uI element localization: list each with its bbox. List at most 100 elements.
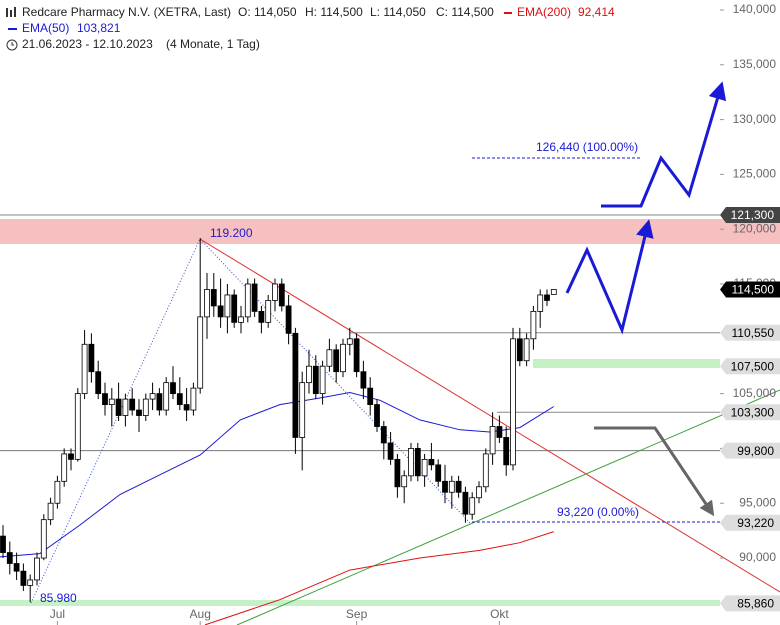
legend-entry: EMA(200)	[517, 5, 571, 19]
candle-body	[516, 338, 523, 362]
candle-body	[442, 480, 448, 493]
y-tick-label: 130,000	[733, 112, 777, 126]
candle-body	[394, 458, 401, 488]
ohlc: L: 114,050	[370, 5, 426, 19]
candle-body	[183, 404, 190, 411]
x-tick-label: Okt	[490, 607, 509, 621]
candle-body	[217, 305, 224, 318]
price-label: 107,500	[731, 359, 775, 373]
candle-body	[482, 453, 489, 488]
candle-body	[292, 332, 299, 438]
candle-body	[244, 283, 251, 318]
candle-body	[414, 448, 421, 477]
candle-body	[435, 464, 442, 482]
candle-body	[115, 398, 122, 416]
candle-body	[108, 398, 115, 405]
candle-body	[238, 316, 244, 323]
price-box	[720, 404, 780, 421]
legend-entry: EMA(50)	[22, 21, 69, 35]
candle-body	[6, 552, 13, 564]
x-tick-label: Jul	[50, 607, 65, 621]
price-box	[720, 358, 780, 375]
y-tick-label: 120,000	[733, 221, 777, 235]
candle-body	[34, 557, 40, 581]
price-label: 99,800	[737, 444, 774, 458]
annotation: 93,220 (0.00%)	[557, 505, 639, 519]
candle-body	[510, 338, 516, 466]
candle-body	[537, 294, 544, 312]
candle-body	[496, 426, 503, 438]
candle-body	[204, 289, 210, 318]
candle-body	[408, 448, 414, 477]
candle-body	[176, 393, 183, 405]
candle-body	[102, 393, 108, 405]
candle-body	[285, 305, 292, 334]
candle-body	[340, 343, 346, 373]
candle-body	[387, 442, 394, 460]
price-box	[720, 442, 780, 459]
candle-body	[163, 382, 170, 411]
y-tick-label: 135,000	[733, 57, 777, 71]
candle-body	[428, 458, 435, 466]
candle-body	[367, 387, 374, 405]
candle-body	[374, 404, 380, 427]
candle-body	[469, 497, 476, 515]
support-zone	[0, 600, 720, 606]
candle-body	[462, 491, 469, 515]
price-label: 114,500	[732, 283, 775, 297]
candle-body	[20, 570, 27, 586]
candle-body	[312, 365, 319, 395]
annotation: 126,440 (100.00%)	[536, 140, 638, 154]
candle-body	[360, 371, 367, 389]
candle-body	[13, 563, 20, 572]
candle-body	[353, 338, 360, 373]
candle-body	[122, 398, 129, 416]
annotation: 85.980	[40, 591, 77, 605]
title: Redcare Pharmacy N.V. (XETRA, Last)	[22, 5, 231, 19]
candle-body	[224, 294, 231, 318]
header: Redcare Pharmacy N.V. (XETRA, Last) O: 1…	[6, 5, 615, 51]
resistance-zone	[0, 219, 780, 244]
candle-body	[265, 300, 272, 323]
y-tick-label: 90,000	[739, 550, 776, 564]
candle-body	[88, 343, 95, 373]
candle-body	[272, 283, 278, 301]
candle-body	[95, 371, 102, 395]
projection-arrow	[601, 81, 727, 208]
down-trendline	[199, 238, 780, 593]
candle-body	[54, 480, 61, 504]
candle-body	[455, 480, 462, 493]
candle-body	[47, 502, 54, 521]
candle-body	[231, 294, 238, 323]
ema-line	[0, 391, 555, 558]
candle-body	[156, 393, 163, 411]
candle-body	[210, 289, 217, 307]
candle-body	[503, 437, 510, 466]
candle-body	[68, 453, 74, 460]
candle-body	[278, 283, 285, 307]
candle-body	[489, 426, 496, 455]
price-box	[720, 595, 780, 612]
y-tick-label: 95,000	[739, 495, 776, 509]
ohlc: H: 114,500	[305, 5, 363, 19]
candle-body	[27, 579, 34, 586]
candle-body	[61, 453, 68, 482]
y-tick-label: 140,000	[733, 2, 777, 16]
date-range: 21.06.2023 - 12.10.2023	[22, 37, 153, 51]
support-zone	[533, 359, 720, 368]
candle-body	[550, 289, 557, 295]
price-label: 110,550	[732, 326, 775, 340]
x-tick-label: Aug	[190, 607, 211, 621]
x-tick-label: Sep	[346, 607, 368, 621]
candle-body	[448, 480, 455, 493]
legend-value: 103,821	[77, 21, 121, 35]
candle-body	[142, 398, 149, 416]
candle-body	[129, 398, 136, 411]
ohlc: C: 114,500	[436, 5, 494, 19]
candle-body	[523, 338, 530, 362]
price-box	[720, 514, 780, 531]
ema-line	[204, 531, 554, 625]
candle-body	[197, 316, 204, 389]
price-label: 85,860	[737, 597, 774, 611]
